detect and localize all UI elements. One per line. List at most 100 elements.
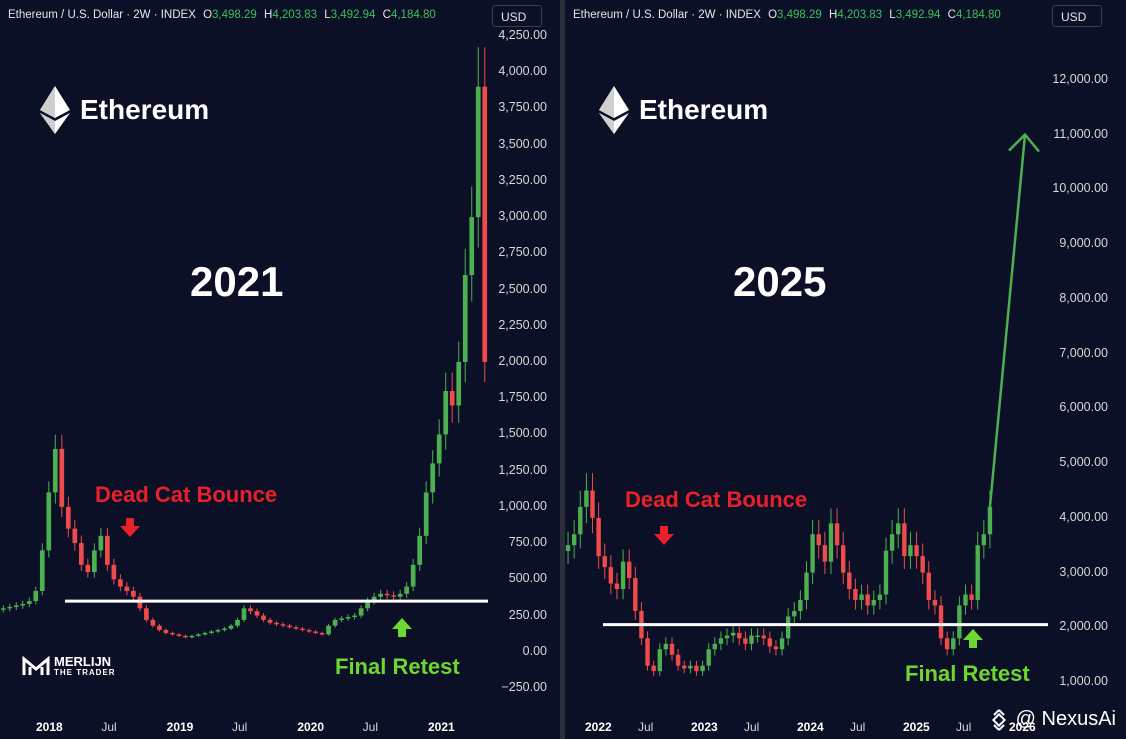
brand: Ethereum bbox=[40, 86, 209, 134]
candle bbox=[773, 640, 779, 656]
candle bbox=[920, 543, 925, 585]
annotation-dead-cat-bounce: Dead Cat Bounce bbox=[625, 487, 808, 512]
candle-body bbox=[688, 665, 693, 669]
candle-body bbox=[767, 638, 773, 647]
candle-body bbox=[981, 534, 987, 546]
y-tick-label: 4,000.00 bbox=[498, 64, 547, 79]
candle bbox=[608, 555, 614, 595]
panel-divider[interactable] bbox=[560, 0, 565, 739]
candle-body bbox=[804, 572, 809, 600]
candlestick-plot-2025[interactable] bbox=[565, 0, 1126, 739]
candle-body bbox=[626, 561, 632, 579]
candle-body bbox=[584, 490, 589, 507]
candle bbox=[779, 631, 785, 656]
candle-body bbox=[7, 606, 13, 609]
x-tick-label: Jul bbox=[101, 720, 117, 734]
y-tick-label: 5,000.00 bbox=[1059, 455, 1108, 470]
candle bbox=[840, 531, 846, 585]
candle bbox=[871, 590, 876, 615]
candle-body bbox=[92, 550, 97, 573]
candle bbox=[0, 605, 6, 613]
y-tick-label: 500.00 bbox=[508, 571, 547, 586]
candle-body bbox=[920, 556, 925, 573]
candle-body bbox=[798, 599, 803, 611]
candle-body bbox=[170, 632, 175, 635]
candle-body bbox=[645, 638, 650, 666]
y-tick-label: 4,000.00 bbox=[1059, 509, 1108, 524]
candle bbox=[657, 643, 662, 676]
candle bbox=[7, 603, 13, 612]
candle bbox=[475, 47, 481, 248]
open-value: 3,498.29 bbox=[777, 9, 822, 21]
candle-body bbox=[85, 564, 91, 573]
candle bbox=[626, 549, 632, 590]
candle-body bbox=[785, 616, 791, 639]
candle bbox=[163, 628, 169, 635]
candle bbox=[620, 549, 626, 600]
candle bbox=[896, 508, 901, 549]
candle-body bbox=[938, 605, 944, 639]
candle-body bbox=[176, 634, 182, 636]
x-tick-label: 2023 bbox=[691, 720, 718, 734]
currency-button[interactable]: USD bbox=[492, 5, 542, 27]
candle bbox=[202, 631, 208, 636]
candle bbox=[785, 607, 791, 646]
candle-body bbox=[840, 545, 846, 573]
candle bbox=[26, 597, 32, 608]
candle-body bbox=[730, 632, 736, 636]
candle bbox=[170, 631, 175, 636]
chart-panel-2025[interactable]: Ethereum / U.S. Dollar · 2W · INDEX O3,4… bbox=[565, 0, 1126, 739]
annotation-final-retest: Final Retest bbox=[335, 654, 460, 679]
candle bbox=[688, 660, 693, 674]
candle bbox=[633, 566, 638, 620]
chart-panel-2021[interactable]: Ethereum / U.S. Dollar · 2W · INDEX O3,4… bbox=[0, 0, 560, 739]
brand: Ethereum bbox=[599, 86, 768, 134]
candle-body bbox=[883, 550, 889, 595]
candle bbox=[267, 617, 273, 625]
candle-body bbox=[944, 638, 950, 650]
y-tick-label: 3,750.00 bbox=[498, 100, 547, 115]
candle-body bbox=[596, 517, 601, 557]
candle-body bbox=[834, 523, 840, 546]
candle bbox=[932, 590, 938, 615]
y-tick-label: 7,000.00 bbox=[1059, 345, 1108, 360]
candle-body bbox=[98, 535, 104, 551]
candle-body bbox=[608, 567, 614, 584]
candle-body bbox=[620, 561, 626, 590]
candlestick-plot-2021[interactable] bbox=[0, 0, 560, 739]
candle bbox=[767, 631, 773, 653]
candle-body bbox=[235, 619, 240, 626]
candle bbox=[469, 186, 475, 302]
candle-body bbox=[157, 625, 162, 631]
x-tick-label: Jul bbox=[956, 720, 972, 734]
candle bbox=[602, 543, 607, 579]
candle-body bbox=[657, 649, 662, 672]
candle bbox=[332, 617, 338, 628]
high-value: 4,203.83 bbox=[272, 9, 318, 21]
candle bbox=[150, 617, 156, 628]
candle-body bbox=[792, 610, 797, 617]
y-tick-label: 750.00 bbox=[508, 535, 547, 550]
symbol-header: Ethereum / U.S. Dollar · 2W · INDEX O3,4… bbox=[573, 9, 1001, 21]
candle-body bbox=[417, 535, 423, 565]
candle-body bbox=[779, 638, 785, 650]
candle-body bbox=[590, 490, 595, 518]
candle bbox=[584, 473, 589, 523]
candle-body bbox=[254, 611, 260, 616]
candle-body bbox=[865, 594, 870, 606]
candle-body bbox=[384, 593, 390, 596]
candle bbox=[280, 622, 286, 628]
low-value: 3,492.94 bbox=[895, 9, 941, 21]
candle bbox=[215, 628, 221, 633]
y-tick-label: 3,000.00 bbox=[1059, 564, 1108, 579]
candle bbox=[706, 643, 711, 671]
candle-body bbox=[926, 572, 932, 600]
currency-button[interactable]: USD bbox=[1052, 5, 1102, 27]
y-tick-label: 2,500.00 bbox=[498, 281, 547, 296]
candle bbox=[33, 586, 39, 605]
candle bbox=[306, 628, 312, 633]
candle bbox=[816, 520, 821, 559]
y-tick-label: 4,250.00 bbox=[498, 28, 547, 42]
binance-logo-icon bbox=[991, 708, 1006, 731]
candle-body bbox=[951, 638, 956, 650]
